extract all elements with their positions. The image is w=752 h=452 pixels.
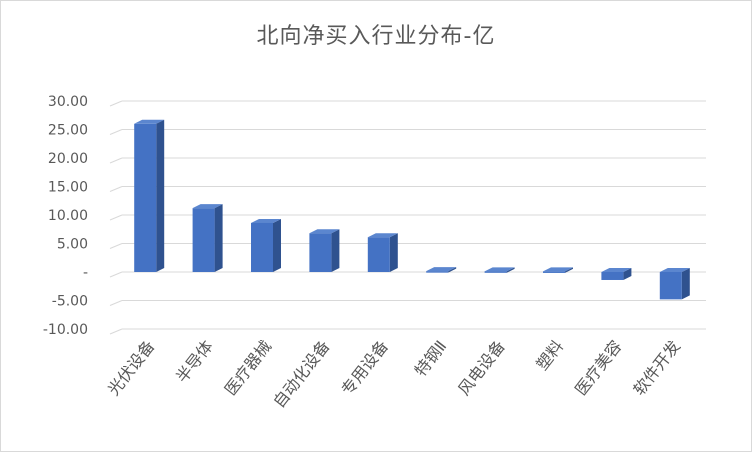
bar-side bbox=[506, 267, 515, 273]
y-tick-label: 25.00 bbox=[48, 123, 88, 139]
bar-top bbox=[367, 233, 398, 238]
y-tick-label: 30.00 bbox=[48, 94, 88, 110]
gridline-depth bbox=[109, 328, 123, 335]
bar-side bbox=[331, 229, 340, 272]
bar bbox=[484, 267, 515, 273]
bar bbox=[426, 267, 457, 273]
bars bbox=[134, 119, 690, 300]
x-tick-label: 特钢Ⅱ bbox=[411, 337, 451, 380]
bar-side bbox=[273, 218, 281, 272]
bar-side bbox=[448, 267, 457, 273]
bar-top bbox=[659, 268, 690, 272]
bar bbox=[309, 229, 340, 272]
y-tick-label: 10.00 bbox=[48, 208, 88, 224]
gridline-depth bbox=[109, 129, 123, 135]
y-tick-label: 5.00 bbox=[57, 237, 88, 253]
bar-front bbox=[251, 222, 273, 272]
bar-side bbox=[565, 267, 573, 273]
y-axis-labels: -10.00-5.00-5.0010.0015.0020.0025.0030.0… bbox=[43, 94, 88, 338]
bar-top bbox=[426, 267, 457, 272]
bar bbox=[134, 119, 165, 272]
bar bbox=[251, 218, 281, 272]
bar-side bbox=[681, 268, 690, 300]
bar bbox=[192, 204, 223, 272]
bar bbox=[367, 233, 398, 272]
chart-title: 北向净买入行业分布-亿 bbox=[256, 24, 496, 49]
y-tick-label: 15.00 bbox=[48, 180, 88, 196]
gridline-depth bbox=[109, 157, 123, 164]
y-tick-label: -5.00 bbox=[52, 294, 88, 310]
bar bbox=[543, 267, 573, 273]
bar-top bbox=[484, 267, 515, 272]
bar-front bbox=[309, 233, 332, 272]
bar-top bbox=[309, 229, 340, 234]
bar-top bbox=[134, 119, 165, 124]
bar-side bbox=[214, 204, 223, 272]
bar-front bbox=[134, 123, 157, 272]
y-tick-label: - bbox=[83, 265, 88, 281]
bar-front bbox=[192, 208, 215, 272]
bar-front bbox=[543, 271, 565, 273]
bar-side bbox=[623, 268, 632, 280]
gridline-depth bbox=[109, 214, 123, 221]
bar-front bbox=[601, 272, 624, 280]
bar bbox=[659, 268, 690, 300]
bar-side bbox=[389, 233, 398, 272]
gridline-depth bbox=[109, 186, 123, 192]
y-tick-label: 20.00 bbox=[48, 151, 88, 167]
bar-top bbox=[543, 267, 573, 272]
bar-side bbox=[156, 119, 165, 272]
bar-front bbox=[367, 237, 390, 272]
x-tick-label: 软件开发 bbox=[630, 337, 684, 399]
bar-top bbox=[251, 218, 281, 223]
gridline-depth bbox=[109, 271, 123, 278]
bar bbox=[601, 268, 632, 280]
x-tick-label: 光伏设备 bbox=[104, 337, 158, 399]
x-tick-label: 专用设备 bbox=[338, 337, 392, 399]
bar-front bbox=[659, 272, 682, 300]
gridline-depth bbox=[109, 300, 123, 306]
x-tick-label: 半导体 bbox=[172, 337, 217, 387]
gridline-depth bbox=[109, 100, 123, 107]
bar-front bbox=[426, 271, 449, 273]
bar-top bbox=[192, 204, 223, 209]
x-tick-label: 风电设备 bbox=[454, 337, 508, 399]
y-tick-label: -10.00 bbox=[43, 322, 88, 338]
x-tick-label: 医疗美容 bbox=[571, 337, 625, 399]
gridline-depth bbox=[109, 243, 123, 249]
x-tick-label: 塑料 bbox=[532, 337, 567, 374]
bar-front bbox=[484, 271, 507, 273]
x-tick-label: 自动化设备 bbox=[269, 337, 333, 412]
x-tick-label: 医疗器械 bbox=[221, 337, 275, 399]
bar-top bbox=[601, 268, 632, 272]
